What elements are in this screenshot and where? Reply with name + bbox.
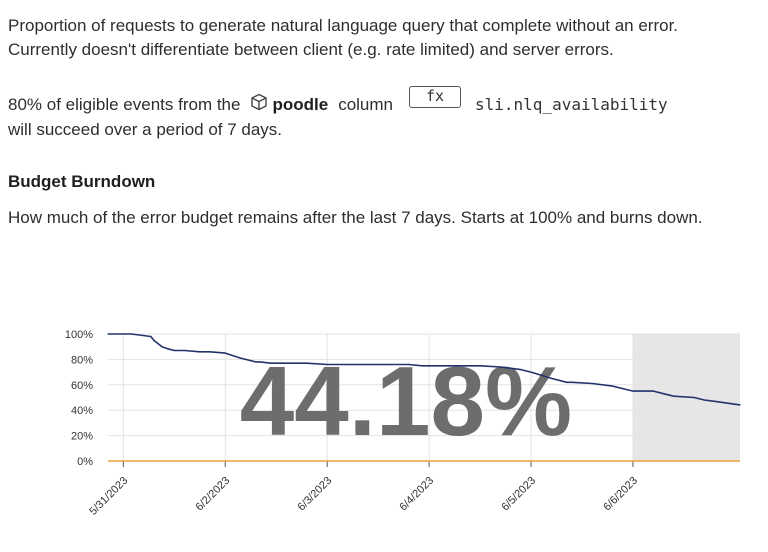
data-point [173,349,175,352]
column-name[interactable]: sli.nlq_availability [475,95,668,114]
series-line [108,333,741,406]
data-point [357,363,359,366]
data-point [224,352,226,354]
data-point [622,388,624,390]
data-point [306,362,308,364]
target-prefix: 80% of eligible events from the [8,95,241,114]
data-point [183,349,186,352]
data-point [209,351,211,353]
x-tick-label: 6/6/2023 [601,475,640,514]
y-tick-label: 0% [77,456,93,468]
x-tick-label: 6/2/2023 [194,475,233,514]
data-point [673,395,675,397]
data-point [168,348,170,350]
data-point [550,377,553,380]
description-line-1: Proportion of requests to generate natur… [8,16,679,35]
data-point [732,403,734,405]
data-point [611,385,614,387]
y-tick-label: 20% [71,431,93,443]
y-tick-label: 100% [65,329,93,341]
column-word: column [338,95,393,114]
data-point [387,363,389,366]
data-point [448,365,451,367]
data-point [499,366,502,368]
budget-heading: Budget Burndown [8,172,156,191]
data-point [408,363,410,366]
x-tick-label: 5/31/2023 [87,475,130,518]
data-point [591,382,593,385]
data-point [259,361,261,363]
x-tick-label: 6/3/2023 [296,475,335,514]
data-point [566,381,568,383]
target-suffix: will succeed over a period of 7 days. [8,120,283,139]
data-point [520,368,522,371]
data-point [662,393,665,395]
x-tick-label: 6/5/2023 [499,475,538,514]
slo-description: Proportion of requests to generate natur… [8,14,678,62]
data-point [571,381,573,383]
dataset-name[interactable]: poodle [272,95,329,114]
cube-icon [251,93,268,111]
data-point [161,346,163,348]
data-point [153,339,155,341]
data-point [285,362,287,364]
slo-target: 80% of eligible events from the poodle c… [8,86,668,142]
y-tick-label: 80% [71,354,93,366]
data-point [270,362,272,364]
data-point [479,365,481,367]
data-point [632,390,634,392]
data-point [693,396,695,399]
data-point [150,335,152,338]
data-point [239,357,242,359]
budget-subtext: How much of the error budget remains aft… [8,208,703,227]
data-point [199,351,201,353]
data-point [130,333,133,335]
data-point [713,400,716,402]
data-point [326,363,328,366]
fx-badge: fx [409,86,461,108]
description-line-2: Currently doesn't differentiate between … [8,40,614,59]
data-point [255,361,257,363]
y-tick-label: 40% [71,405,93,417]
data-point [739,404,741,406]
y-tick-label: 60% [71,380,93,392]
data-point [107,333,109,335]
x-tick-label: 6/4/2023 [397,475,436,514]
data-point [652,390,654,392]
data-point [421,365,423,367]
data-point [703,399,705,401]
data-point [530,371,532,373]
